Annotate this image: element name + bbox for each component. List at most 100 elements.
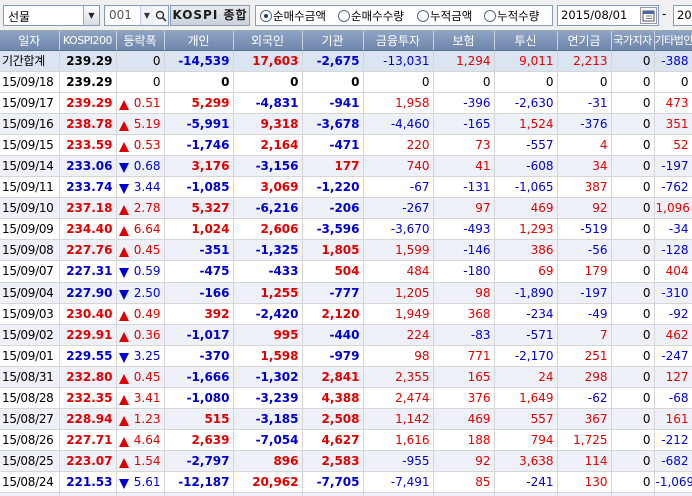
value-cell: 130: [557, 471, 612, 494]
radio-cum-amount[interactable]: 누적금액: [417, 8, 472, 24]
value-cell: 0: [611, 471, 655, 494]
radio-dot[interactable]: [417, 10, 429, 22]
column-header[interactable]: 외국인: [233, 31, 303, 51]
value-cell: 2,213: [557, 50, 612, 72]
table-row[interactable]: 15/09/14 233.06 0.68 3,176 -3,156 177 740 41 -60…: [0, 155, 692, 178]
mode-radio-group: 순매수금액 순매수수량 누적금액 누적수량: [255, 5, 553, 26]
column-header[interactable]: 개인: [164, 31, 234, 51]
date-cell: 15/09/16: [0, 113, 60, 135]
value-cell: 0: [611, 239, 655, 262]
radio-dot[interactable]: [338, 10, 350, 22]
value-cell: 1,599: [363, 239, 434, 262]
radio-dot[interactable]: [484, 10, 496, 22]
kospi200-cell: 239.29: [59, 71, 117, 93]
radio-net-qty[interactable]: 순매수수량: [338, 8, 404, 24]
chevron-down-icon[interactable]: ▼: [83, 6, 99, 25]
value-cell: 2,508: [302, 408, 364, 431]
value-cell: 0: [611, 366, 655, 389]
table-row[interactable]: 15/09/08 227.76 0.45 -351 -1,325 1,805 1,599 -1…: [0, 239, 692, 262]
table-row[interactable]: 15/08/24 221.53 5.61 -12,187 20,962 -7,705 -7,…: [0, 471, 692, 494]
value-cell: 484: [363, 260, 434, 283]
kospi200-cell: 232.80: [59, 366, 117, 389]
column-header[interactable]: 보험: [433, 31, 495, 51]
table-row[interactable]: 15/08/31 232.80 0.45 -1,666 -1,302 2,841 2,355…: [0, 366, 692, 389]
value-cell: -6,216: [233, 197, 303, 220]
column-header[interactable]: 일자: [0, 31, 60, 51]
table-row[interactable]: 기간합계 239.29 0 -14,539 17,603 -2,675 -13,031 1,2…: [0, 50, 692, 72]
value-cell: -3,156: [233, 155, 303, 178]
value-cell: 0: [611, 260, 655, 283]
table-row[interactable]: 15/09/15 233.59 0.53 -1,746 2,164 -471 220 73 -5…: [0, 134, 692, 156]
market-select[interactable]: 선물 ▼: [3, 5, 100, 26]
column-header[interactable]: 기타법인: [654, 31, 692, 51]
table-row[interactable]: 15/09/04 227.90 2.50 -166 1,255 -777 1,205 98 -1…: [0, 282, 692, 304]
radio-cum-qty[interactable]: 누적수량: [484, 8, 539, 24]
table-row[interactable]: 15/08/27 228.94 1.23 515 -3,185 2,508 1,142 469…: [0, 408, 692, 431]
date-from-input[interactable]: 2015/08/01: [557, 5, 659, 26]
date-cell: 15/09/03: [0, 303, 60, 325]
value-cell: 0: [611, 345, 655, 367]
change-cell: 0: [116, 50, 165, 72]
change-cell: 0.49: [116, 303, 165, 325]
value-cell: 740: [363, 155, 434, 178]
table-row[interactable]: 15/09/02 229.91 0.36 -1,017 995 -440 224 -83 -57…: [0, 324, 692, 346]
table-row[interactable]: 15/09/07 227.31 0.59 -475 -433 504 484 -180 69 17…: [0, 260, 692, 283]
table-row[interactable]: 15/08/28 232.35 3.41 -1,080 -3,239 4,388 2,474…: [0, 387, 692, 410]
value-cell: 0: [233, 71, 303, 93]
radio-dot[interactable]: [260, 10, 272, 22]
column-header[interactable]: 투신: [494, 31, 558, 51]
value-cell: 368: [433, 303, 495, 325]
value-cell: -2,420: [233, 303, 303, 325]
kospi200-cell: 237.18: [59, 197, 117, 220]
chevron-down-icon[interactable]: ▼: [140, 6, 153, 25]
value-cell: -212: [654, 429, 692, 452]
table-row[interactable]: 15/08/25 223.07 1.54 -2,797 896 2,583 -955 92 3,…: [0, 450, 692, 473]
change-value: 0: [152, 74, 161, 89]
value-cell: -197: [654, 155, 692, 178]
value-cell: -267: [363, 197, 434, 220]
date-cell: 15/08/28: [0, 387, 60, 410]
code-input[interactable]: 001 ▼: [104, 5, 154, 26]
table-row[interactable]: 15/09/18 239.29 0 0 0 0 0 0 0 0 0 0: [0, 71, 692, 93]
column-header[interactable]: 금융투자: [363, 31, 434, 51]
value-cell: 515: [164, 408, 234, 431]
value-cell: -519: [557, 218, 612, 241]
value-cell: 24: [494, 366, 558, 389]
table-row[interactable]: 15/09/11 233.74 3.44 -1,085 3,069 -1,220 -67 -1…: [0, 176, 692, 199]
table-row[interactable]: 15/08/26 227.71 4.64 2,639 -7,054 4,627 1,616 1…: [0, 429, 692, 452]
column-header[interactable]: 연기금: [557, 31, 612, 51]
column-header[interactable]: 등락폭: [116, 31, 165, 51]
search-button[interactable]: [153, 5, 169, 26]
table-row[interactable]: 15/09/17 239.29 0.51 5,299 -4,831 -941 1,958 -3…: [0, 92, 692, 114]
value-cell: -7,491: [363, 471, 434, 494]
table-row[interactable]: 15/09/01 229.55 3.25 -370 1,598 -979 98 771 -2,1…: [0, 345, 692, 367]
date-to-input[interactable]: 2015: [673, 5, 692, 26]
table-row[interactable]: 15/09/09 234.40 6.64 1,024 2,606 -3,596 -3,670…: [0, 218, 692, 241]
value-cell: -1,017: [164, 324, 234, 346]
value-cell: 52: [654, 134, 692, 156]
change-cell: 0.51: [116, 92, 165, 114]
date-cell: 15/09/09: [0, 218, 60, 241]
value-cell: 404: [654, 260, 692, 283]
table-row[interactable]: 15/09/16 238.78 5.19 -5,991 9,318 -3,678 -4,46…: [0, 113, 692, 135]
column-header[interactable]: KOSPI200: [59, 31, 117, 51]
kospi200-cell: 223.07: [59, 450, 117, 473]
radio-net-amount[interactable]: 순매수금액: [260, 8, 326, 24]
change-cell: 1.23: [116, 408, 165, 431]
value-cell: 9,011: [494, 50, 558, 72]
value-cell: -396: [433, 92, 495, 114]
table-row[interactable]: 15/08/21227.144.45-4,67910,122-5,152-5,0…: [0, 492, 692, 496]
value-cell: 41: [433, 155, 495, 178]
change-value: 6.64: [133, 222, 161, 237]
value-cell: -241: [494, 471, 558, 494]
value-cell: 4: [557, 134, 612, 156]
date-cell: 15/09/14: [0, 155, 60, 178]
value-cell: 10,122: [233, 492, 303, 496]
table-row[interactable]: 15/09/03 230.40 0.49 392 -2,420 2,120 1,949 368…: [0, 303, 692, 325]
value-cell: -471: [302, 134, 364, 156]
table-row[interactable]: 15/09/10 237.18 2.78 5,327 -6,216 -206 -267 97 4…: [0, 197, 692, 220]
column-header[interactable]: 기관: [302, 31, 364, 51]
column-header[interactable]: 국가지자: [611, 31, 655, 51]
up-triangle-icon: [118, 373, 129, 384]
calendar-icon[interactable]: [640, 7, 657, 24]
